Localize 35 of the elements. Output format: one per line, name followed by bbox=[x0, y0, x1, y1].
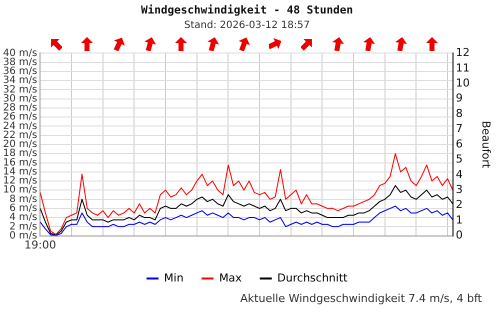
y-tick-label: 30 m/s bbox=[2, 93, 38, 104]
y2-axis-title: Beaufort bbox=[480, 120, 493, 169]
y-tick-label: 34 m/s bbox=[2, 75, 38, 86]
y2-tick-label: 6 bbox=[456, 137, 463, 150]
y2-tick-label: 11 bbox=[456, 61, 470, 74]
y2-tick-label: 9 bbox=[456, 92, 463, 105]
y-tick-label: 26 m/s bbox=[2, 112, 38, 123]
y-tick-label: 4 m/s bbox=[9, 212, 38, 224]
chart-title: Windgeschwindigkeit - 48 Stunden bbox=[141, 3, 353, 16]
y2-tick-label: 2 bbox=[456, 198, 463, 212]
y-tick-label: 2 m/s bbox=[9, 221, 38, 232]
y-tick-label: 8 m/s bbox=[9, 194, 38, 205]
chart-subtitle: Stand: 2026-03-12 18:57 bbox=[184, 20, 310, 31]
y2-tick-label: 3 bbox=[456, 183, 463, 196]
y2-tick-label: 1 bbox=[456, 213, 463, 226]
y-tick-label: 40 m/s bbox=[2, 48, 38, 59]
y-tick-label: 24 m/s bbox=[2, 120, 38, 132]
y2-tick-label: 0 bbox=[456, 228, 463, 242]
y-tick-label: 10 m/s bbox=[2, 184, 38, 196]
y2-tick-label: 8 bbox=[456, 106, 463, 120]
y2-tick-label: 10 bbox=[456, 76, 470, 90]
y2-tick-label: 7 bbox=[456, 122, 463, 136]
y2-tick-label: 5 bbox=[456, 152, 463, 166]
text: Aktuelle Windgeschwindigkeit 7.4 m/s, 4 bft bbox=[240, 292, 482, 305]
y-tick-label: 22 m/s bbox=[2, 130, 38, 141]
legend-label: Max bbox=[219, 271, 242, 284]
y-tick-label: 16 m/s bbox=[2, 157, 38, 168]
y-tick-label: 38 m/s bbox=[2, 56, 38, 68]
legend-label: Min bbox=[164, 271, 184, 284]
y2-tick-label: 12 bbox=[456, 46, 470, 60]
y2-tick-label: 4 bbox=[456, 168, 463, 181]
y-tick-label: 18 m/s bbox=[2, 148, 38, 160]
y-tick-label: 14 m/s bbox=[2, 166, 38, 178]
legend-label: Durchschnitt bbox=[277, 271, 348, 284]
y-tick-label: 32 m/s bbox=[2, 84, 38, 96]
